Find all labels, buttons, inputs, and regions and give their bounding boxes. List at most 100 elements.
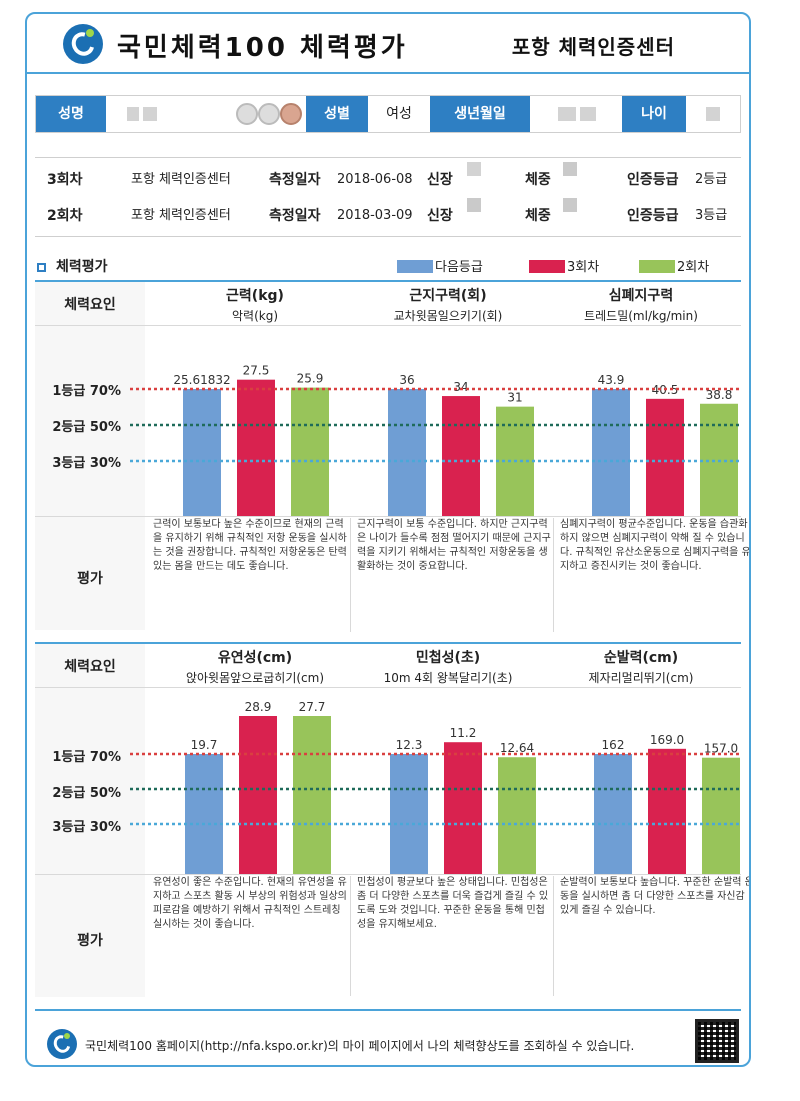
bar — [183, 389, 221, 516]
category-header: 유연성(cm) 앉아윗몸앞으로굽히기(cm) — [185, 650, 325, 685]
record-round: 2회차 — [47, 208, 83, 224]
grade-line-label: 1등급 70% — [52, 384, 121, 399]
bar-chart-2: 19.7 28.9 27.7 12.3 11.2 12.64 162 169.0 157.0 — [130, 700, 741, 874]
eval-label: 평가 — [77, 571, 103, 587]
square-bullet-icon — [37, 262, 46, 272]
record-height-label: 신장 — [427, 208, 453, 224]
eval-label: 평가 — [77, 933, 103, 949]
bar-value-label: 12.3 — [396, 738, 423, 752]
grade-line-label: 3등급 30% — [52, 456, 121, 471]
bar-value-label: 162 — [602, 738, 625, 752]
bar-value-label: 25.9 — [297, 372, 324, 386]
report-title: 국민체력100 체력평가 — [117, 33, 408, 63]
legend-round2: 2회차 — [639, 256, 709, 275]
record-row: 3회차 포항 체력인증센터 측정일자 2018-06-08 신장 체중 인증등급… — [35, 162, 741, 198]
grade-line-label: 3등급 30% — [52, 820, 121, 835]
record-weight-label: 체중 — [525, 172, 551, 188]
bar-value-label: 34 — [453, 380, 468, 394]
bar — [239, 716, 277, 874]
birth-value — [532, 96, 622, 132]
runner-logo-icon — [63, 24, 103, 64]
evaluation-text: 민첩성이 평균보다 높은 상태입니다. 민첩성은 좀 더 다양한 스포츠를 더욱… — [357, 877, 549, 930]
legend-swatch — [639, 260, 675, 273]
bar-value-label: 19.7 — [191, 738, 218, 752]
evaluation-text: 유연성이 좋은 수준입니다. 현재의 유연성을 유지하고 스포츠 활동 시 부상… — [153, 877, 347, 930]
record-date-label: 측정일자 — [269, 172, 321, 188]
factor-label: 체력요인 — [64, 659, 116, 675]
silver-medal-icon — [258, 103, 280, 125]
bar-value-label: 157.0 — [704, 742, 738, 756]
category-header: 근지구력(회) 교차윗몸일으키기(회) — [393, 288, 503, 323]
panel-header — [35, 282, 741, 326]
bar-value-label: 31 — [507, 391, 522, 405]
fitness-panel-1: 체력요인 근력(kg) 악력(kg) 근지구력(회) 교차윗몸일으키기(회) 심폐지… — [35, 280, 749, 632]
bar — [237, 379, 275, 516]
record-center: 포항 체력인증센터 — [131, 208, 231, 223]
record-row: 2회차 포항 체력인증센터 측정일자 2018-03-09 신장 체중 인증등급… — [35, 198, 741, 234]
measurement-records: 3회차 포항 체력인증센터 측정일자 2018-06-08 신장 체중 인증등급… — [35, 157, 741, 237]
evaluation-row — [35, 874, 741, 999]
record-grade: 3등급 — [695, 208, 728, 223]
report-footer: 국민체력100 홈페이지(http://nfa.kspo.or.kr)의 마이 … — [35, 1009, 741, 1063]
record-date: 2018-03-09 — [337, 208, 413, 223]
category-header: 순발력(cm) 제자리멀리뛰기(cm) — [588, 650, 694, 685]
record-grade-label: 인증등급 — [627, 172, 679, 188]
bronze-medal-icon — [280, 103, 302, 125]
panel-side-column — [35, 282, 145, 630]
legend-swatch — [529, 260, 565, 273]
record-grade: 2등급 — [695, 172, 728, 187]
record-center: 포항 체력인증센터 — [131, 172, 231, 187]
runner-logo-icon — [47, 1029, 77, 1059]
bar — [646, 398, 684, 516]
bar-value-label: 36 — [399, 373, 414, 387]
record-date: 2018-06-08 — [337, 172, 413, 187]
legend-swatch — [397, 260, 433, 273]
bar-value-label: 27.7 — [299, 700, 326, 714]
evaluation-row — [35, 516, 741, 632]
evaluation-text: 심폐지구력이 평균수준입니다. 운동을 습관화 하지 않으면 심폐지구력이 약해… — [560, 519, 751, 572]
center-name: 포항 체력인증센터 — [511, 35, 675, 59]
record-height-label: 신장 — [427, 172, 453, 188]
gender-value: 여성 — [386, 106, 412, 122]
category-header: 근력(kg) 악력(kg) — [226, 288, 284, 323]
bar-value-label: 28.9 — [245, 700, 272, 714]
footer-text: 국민체력100 홈페이지(http://nfa.kspo.or.kr)의 마이 … — [85, 1039, 635, 1053]
age-label: 나이 — [622, 96, 686, 132]
legend-next-grade: 다음등급 — [397, 256, 483, 275]
bar-value-label: 38.8 — [706, 388, 733, 402]
bar-value-label: 43.9 — [598, 373, 625, 387]
bar-value-label: 169.0 — [650, 733, 684, 747]
grade-line-label: 2등급 50% — [52, 786, 121, 801]
evaluation-text: 근지구력이 보통 수준입니다. 하지만 근지구력은 나이가 들수록 점점 떨어지… — [357, 519, 551, 572]
gender-label: 성별 — [306, 96, 368, 132]
record-round: 3회차 — [47, 172, 83, 188]
bar-value-label: 11.2 — [450, 726, 477, 740]
record-grade-label: 인증등급 — [627, 208, 679, 224]
evaluation-text: 근력이 보통보다 높은 수준이므로 현재의 근력을 유지하기 위해 규칙적인 저… — [153, 519, 347, 572]
fitness-panel-2: 체력요인 유연성(cm) 앉아윗몸앞으로굽히기(cm) 민첩성(초) 10m 4회 … — [35, 642, 749, 999]
bar — [293, 716, 331, 874]
birth-label: 생년월일 — [430, 96, 530, 132]
grade-line-label: 2등급 50% — [52, 420, 121, 435]
record-date-label: 측정일자 — [269, 208, 321, 224]
evaluation-text: 순발력이 보통보다 높습니다. 꾸준한 순발력 운동을 실시하면 좀 더 다양한… — [560, 877, 751, 916]
bar — [185, 754, 223, 874]
report-header: 국민체력100 체력평가 포항 체력인증센터 — [27, 14, 749, 74]
silver-medal-icon — [236, 103, 258, 125]
report-frame: 국민체력100 체력평가 포항 체력인증센터 성명 성별 여성 생년월일 나이 … — [25, 12, 751, 1067]
bar — [648, 748, 686, 874]
bar — [702, 757, 740, 874]
name-value — [112, 96, 172, 132]
category-header: 민첩성(초) 10m 4회 왕복달리기(초) — [383, 650, 513, 685]
name-label: 성명 — [36, 96, 106, 132]
bar — [291, 387, 329, 516]
record-weight-label: 체중 — [525, 208, 551, 224]
factor-label: 체력요인 — [64, 297, 116, 313]
bar — [592, 389, 630, 516]
qr-code-icon — [695, 1019, 739, 1063]
column-divider — [350, 518, 351, 632]
bar-value-label: 25.61832 — [173, 373, 230, 387]
panel-header — [35, 644, 741, 688]
bar-value-label: 12.64 — [500, 741, 534, 755]
